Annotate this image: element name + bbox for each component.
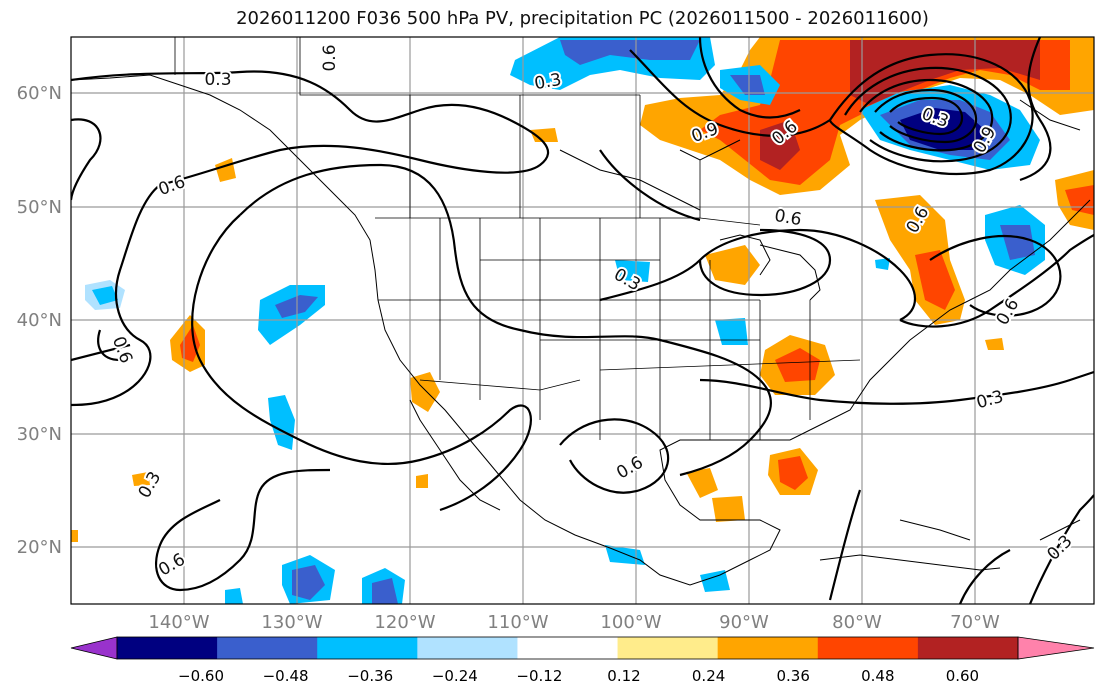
colorbar-label: −0.60 xyxy=(178,667,224,685)
colorbar-max-extension xyxy=(1017,636,1095,660)
colorbar-bin xyxy=(217,637,318,659)
colorbar-bin xyxy=(617,637,719,659)
colorbar: −0.60 −0.48 −0.36 −0.24 −0.12 0.12 0.24 … xyxy=(70,636,1095,685)
latitude-labels: 60°N 50°N 40°N 30°N 20°N xyxy=(17,83,62,558)
colorbar-label: 0.60 xyxy=(946,667,979,685)
lat-label: 40°N xyxy=(17,310,62,331)
lon-label: 100°W xyxy=(600,612,661,633)
colorbar-bin xyxy=(717,637,819,659)
contour-label: 0.3 xyxy=(204,70,231,90)
colorbar-label: −0.12 xyxy=(516,667,562,685)
map-frame xyxy=(70,36,1095,605)
colorbar-label: 0.24 xyxy=(692,667,725,685)
contour-label: 0.6 xyxy=(320,44,340,71)
colorbar-label: −0.48 xyxy=(263,667,309,685)
colorbar-min-extension xyxy=(70,636,118,660)
political-borders xyxy=(174,37,861,440)
lat-label: 20°N xyxy=(17,537,62,558)
colorbar-bin xyxy=(517,637,619,659)
longitude-labels: 140°W 130°W 120°W 110°W 100°W 90°W 80°W … xyxy=(148,612,1000,633)
colorbar-bin xyxy=(317,637,418,659)
colorbar-label: −0.36 xyxy=(347,667,393,685)
lat-label: 30°N xyxy=(17,424,62,445)
lon-label: 120°W xyxy=(374,612,435,633)
lat-label: 50°N xyxy=(17,197,62,218)
lat-label: 60°N xyxy=(17,83,62,104)
colorbar-bin xyxy=(117,637,218,659)
colorbar-label: −0.24 xyxy=(432,667,478,685)
lon-label: 90°W xyxy=(719,612,769,633)
colorbar-label: 0.48 xyxy=(861,667,894,685)
colorbar-bin xyxy=(417,637,518,659)
colorbar-label: 0.36 xyxy=(776,667,809,685)
lon-label: 80°W xyxy=(832,612,882,633)
pv-contours xyxy=(71,37,1094,604)
lon-label: 130°W xyxy=(261,612,322,633)
map-title: 2026011200 F036 500 hPa PV, precipitatio… xyxy=(236,8,929,29)
colorbar-label: 0.12 xyxy=(607,667,640,685)
colorbar-bin xyxy=(817,637,919,659)
lon-label: 70°W xyxy=(950,612,1000,633)
colorbar-frame xyxy=(116,636,1019,660)
lon-label: 110°W xyxy=(487,612,548,633)
colorbar-bin xyxy=(917,637,1019,659)
lon-label: 140°W xyxy=(148,612,209,633)
